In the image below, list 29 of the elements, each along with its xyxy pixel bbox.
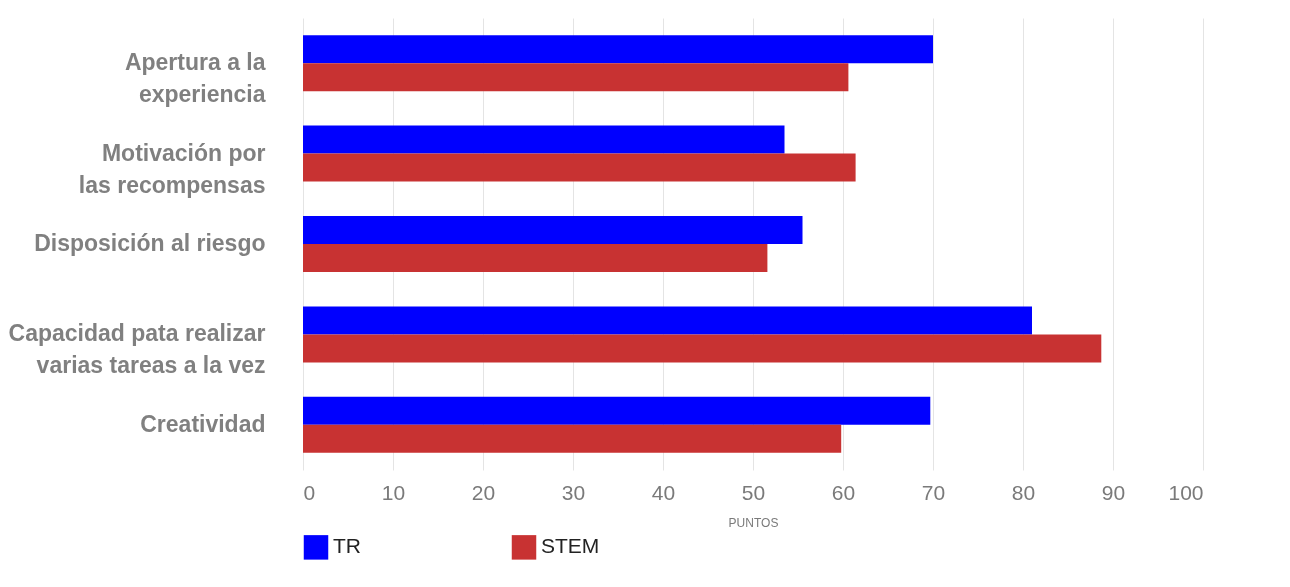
bar xyxy=(303,424,842,453)
bar xyxy=(303,244,768,273)
bar xyxy=(303,35,933,64)
bar xyxy=(303,153,856,182)
bar xyxy=(303,215,803,244)
x-tick-label: 80 xyxy=(1011,480,1036,504)
x-tick-label: 0 xyxy=(303,480,316,504)
x-tick-label: 30 xyxy=(561,480,586,504)
x-tick-label: 20 xyxy=(471,480,496,504)
x-tick-label: 50 xyxy=(741,480,766,504)
x-tick-label: 100 xyxy=(1168,480,1204,504)
bar xyxy=(303,334,1102,363)
legend-label: STEM xyxy=(541,534,600,558)
x-tick-label: 10 xyxy=(381,480,406,504)
bar xyxy=(303,306,1032,335)
y-tick-label: Capacidad pata realizar varias tareas a la vez xyxy=(8,320,266,379)
bar xyxy=(303,63,849,92)
legend-label: TR xyxy=(333,534,361,558)
y-tick-label: Disposición al riesgo xyxy=(34,230,266,256)
x-axis-title: PUNTOS xyxy=(728,515,779,530)
bar xyxy=(303,396,931,425)
bar xyxy=(303,125,785,154)
y-tick-label: Creatividad xyxy=(140,410,266,437)
x-tick-label: 40 xyxy=(651,480,676,504)
x-tick-label: 90 xyxy=(1101,480,1126,504)
y-tick-label: Motivación por las recompensas xyxy=(78,139,266,198)
x-tick-label: 60 xyxy=(831,480,856,504)
y-tick-label: Apertura a la experiencia xyxy=(124,49,266,108)
x-tick-label: 70 xyxy=(921,480,946,504)
